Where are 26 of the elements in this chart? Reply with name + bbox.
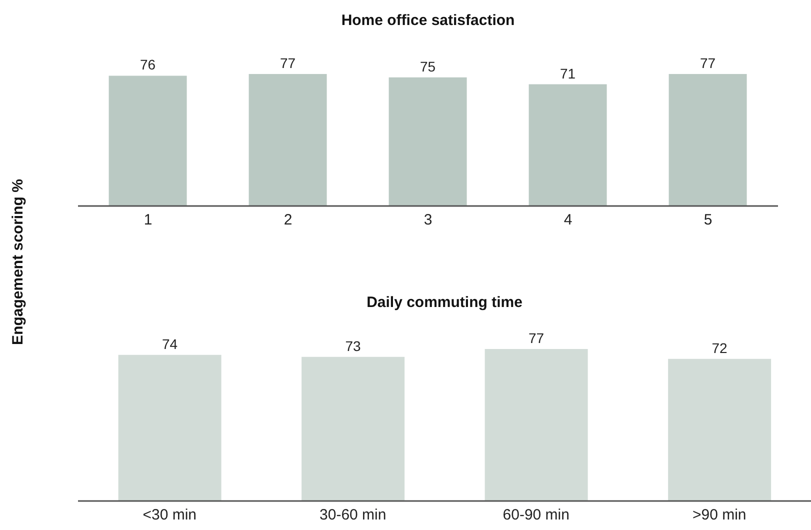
bar: [108, 76, 187, 206]
x-tick-label: 30-60 min: [320, 506, 386, 524]
data-label: 77: [280, 55, 296, 71]
data-label: 71: [560, 65, 576, 82]
x-tick-label: 5: [704, 212, 712, 229]
data-label: 74: [162, 336, 178, 352]
x-tick-label: <30 min: [142, 506, 197, 524]
x-tick-label: 1: [144, 212, 152, 229]
x-tick-label: 60-90 min: [502, 506, 570, 524]
x-tick-label: 4: [564, 212, 572, 229]
bar: [668, 74, 747, 206]
bar: [248, 74, 327, 206]
y-axis-title: Engagement scoring %: [10, 179, 26, 345]
chart-title: Home office satisfaction: [340, 12, 516, 29]
data-label: 75: [420, 58, 436, 74]
x-tick-label: 3: [424, 212, 432, 229]
x-tick-label: >90 min: [692, 506, 746, 524]
bar: [528, 84, 607, 206]
bar: [388, 77, 467, 206]
x-tick-label: 2: [284, 212, 292, 229]
data-label: 72: [712, 340, 728, 356]
data-label: 77: [700, 55, 716, 71]
data-label: 76: [140, 56, 156, 73]
data-label: 73: [345, 338, 362, 354]
data-label: 77: [528, 330, 544, 346]
chart-title: Daily commuting time: [366, 294, 524, 311]
